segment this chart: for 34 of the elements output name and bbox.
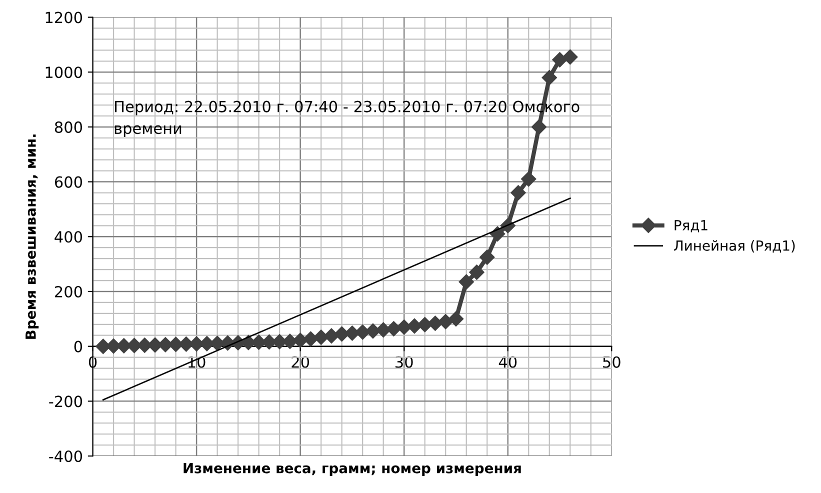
point <box>562 49 578 65</box>
point <box>531 119 547 135</box>
point <box>480 250 495 265</box>
y-tick-label: 200 <box>55 286 82 298</box>
y-axis-title: Время взвешивания, мин. <box>26 134 39 339</box>
point <box>448 311 464 326</box>
y-tick-label: -200 <box>49 396 82 408</box>
point <box>521 171 536 187</box>
point <box>542 70 557 86</box>
y-tick-label: 1200 <box>46 12 82 24</box>
point <box>417 317 432 332</box>
point <box>355 324 370 340</box>
point <box>438 314 454 330</box>
x-tick-label: 50 <box>603 356 620 368</box>
y-tick-label: -400 <box>49 450 82 462</box>
point <box>303 331 318 346</box>
point <box>458 274 474 290</box>
y-tick-label: 600 <box>54 176 82 188</box>
y-tick-label: 1000 <box>46 66 82 78</box>
point <box>334 326 350 342</box>
point <box>469 264 484 280</box>
legend-label: Ряд1 <box>674 220 708 232</box>
point <box>314 330 329 345</box>
point <box>376 322 391 338</box>
point <box>510 185 526 200</box>
y-tick-label: 400 <box>54 231 82 243</box>
point <box>324 328 340 344</box>
legend-label: Линейная (Ряд1) <box>674 240 795 253</box>
x-tick-label: 40 <box>498 356 517 368</box>
y-tick-label: 0 <box>74 340 82 352</box>
point <box>396 320 412 335</box>
point <box>552 52 568 68</box>
y-tick-label: 800 <box>54 121 82 133</box>
x-axis-title: Изменение веса, грамм; номер измерения <box>184 463 521 476</box>
